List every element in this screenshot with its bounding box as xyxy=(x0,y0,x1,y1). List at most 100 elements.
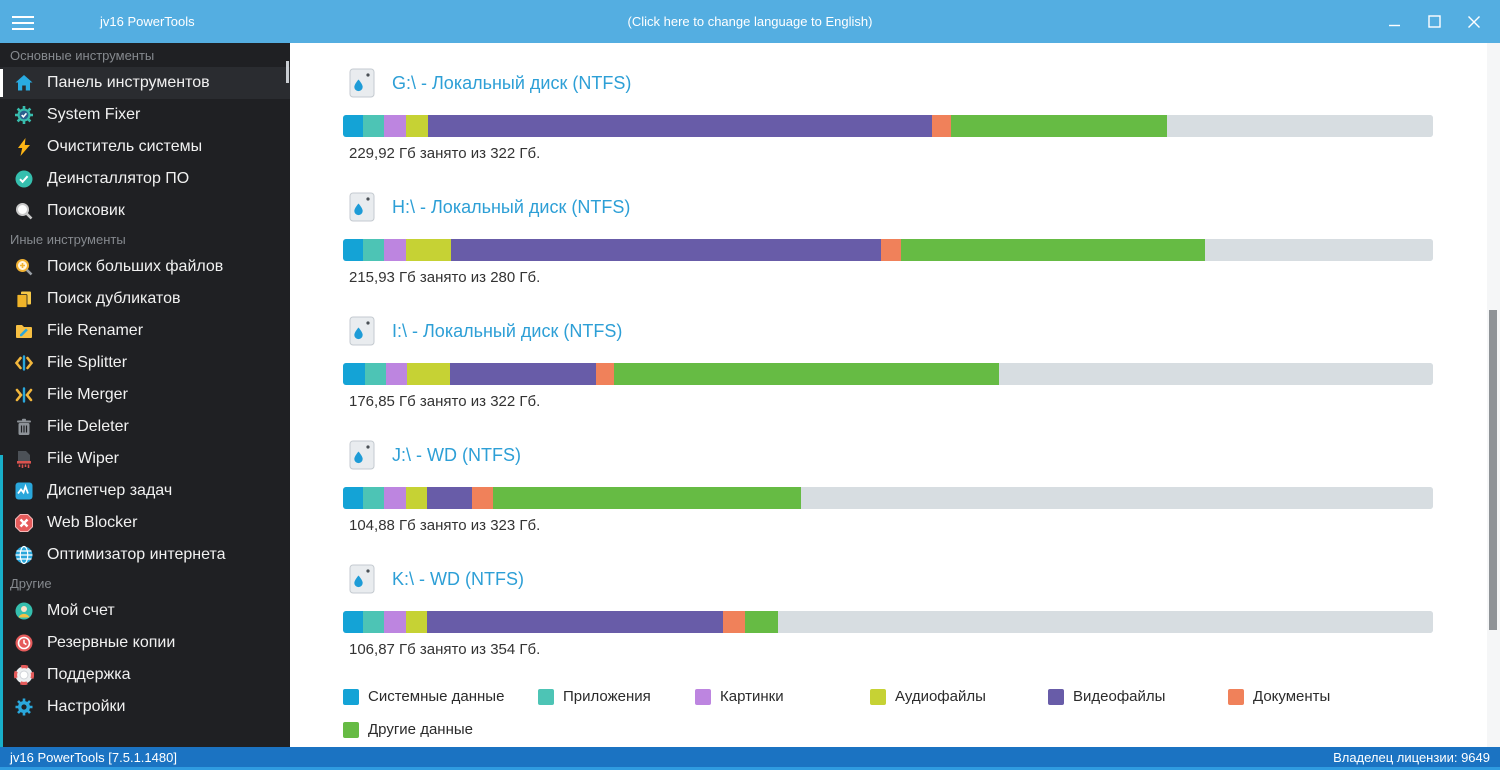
bar-segment xyxy=(745,611,778,633)
hard-disk-icon xyxy=(349,316,375,346)
bar-free-space xyxy=(1205,239,1433,261)
sidebar-section-main-tools: Основные инструменты xyxy=(10,48,155,63)
disk-title[interactable]: H:\ - Локальный диск (NTFS) xyxy=(392,196,631,217)
lightning-icon xyxy=(18,138,30,156)
sidebar-item-file-splitter[interactable]: File Splitter xyxy=(0,347,290,379)
bar-segment xyxy=(406,487,427,509)
disk-usage-caption: 215,93 Гб занято из 280 Гб. xyxy=(349,269,541,286)
sidebar: Основные инструменты Панель инструментов… xyxy=(0,43,290,747)
sidebar-item-file-merger[interactable]: File Merger xyxy=(0,379,290,411)
backup-clock-icon xyxy=(15,634,33,652)
bar-segment xyxy=(450,239,882,261)
status-license-owner: Владелец лицензии: 9649 xyxy=(1333,749,1490,765)
sidebar-item-finder[interactable]: Поисковик xyxy=(0,195,290,227)
minimize-icon xyxy=(1388,24,1400,27)
bar-segment xyxy=(406,611,427,633)
bar-segment xyxy=(384,487,407,509)
disk-block-g: G:\ - Локальный диск (NTFS) 229,92 Гб за… xyxy=(343,59,1433,162)
sidebar-item-file-wiper[interactable]: File Wiper xyxy=(0,443,290,475)
bar-free-space xyxy=(800,487,1433,509)
sidebar-item-my-account[interactable]: Мой счет xyxy=(0,595,290,627)
legend-swatch xyxy=(343,721,359,738)
bar-segment xyxy=(384,611,407,633)
sidebar-item-support[interactable]: Поддержка xyxy=(0,659,290,691)
change-language-link[interactable]: (Click here to change language to Englis… xyxy=(627,14,873,29)
bar-segment xyxy=(343,115,363,137)
sidebar-item-task-manager[interactable]: Диспетчер задач xyxy=(0,475,290,507)
legend-swatch xyxy=(1228,688,1244,705)
bar-segment xyxy=(385,363,408,385)
sidebar-item-label: File Renamer xyxy=(47,322,144,339)
disk-title[interactable]: J:\ - WD (NTFS) xyxy=(392,444,521,465)
sidebar-item-label: Очиститель системы xyxy=(47,138,203,155)
disk-usage-bar xyxy=(343,487,1433,509)
disk-block-h: H:\ - Локальный диск (NTFS) 215,93 Гб за… xyxy=(343,183,1433,286)
sidebar-item-find-duplicates[interactable]: Поиск дубликатов xyxy=(0,283,290,315)
sidebar-item-label: Оптимизатор интернета xyxy=(47,546,226,563)
legend-item: Аудиофайлы xyxy=(870,688,986,705)
sidebar-item-label: Деинсталлятор ПО xyxy=(47,170,190,187)
legend-label: Видеофайлы xyxy=(1073,688,1166,705)
sidebar-item-file-deleter[interactable]: File Deleter xyxy=(0,411,290,443)
sidebar-item-backups[interactable]: Резервные копии xyxy=(0,627,290,659)
minimize-button[interactable] xyxy=(1374,0,1414,43)
legend-swatch xyxy=(695,688,711,705)
close-icon xyxy=(1468,15,1480,28)
sidebar-item-label: File Merger xyxy=(47,386,128,403)
disk-usage-bar xyxy=(343,611,1433,633)
search-icon xyxy=(16,203,33,220)
sidebar-item-internet-optimizer[interactable]: Оптимизатор интернета xyxy=(0,539,290,571)
sidebar-item-settings[interactable]: Настройки xyxy=(0,691,290,723)
sidebar-item-label: Панель инструментов xyxy=(47,74,210,91)
legend-label: Системные данные xyxy=(368,688,505,705)
bar-segment xyxy=(723,611,746,633)
disk-title[interactable]: I:\ - Локальный диск (NTFS) xyxy=(392,320,623,341)
sidebar-item-web-blocker[interactable]: Web Blocker xyxy=(0,507,290,539)
sidebar-item-dashboard[interactable]: Панель инструментов xyxy=(0,67,290,99)
bar-free-space xyxy=(999,363,1433,385)
sidebar-item-system-fixer[interactable]: System Fixer xyxy=(0,99,290,131)
bar-segment xyxy=(931,115,952,137)
bar-segment xyxy=(343,487,363,509)
maximize-icon xyxy=(1427,15,1441,28)
shredder-icon xyxy=(17,451,31,468)
maximize-button[interactable] xyxy=(1414,0,1454,43)
selection-indicator xyxy=(0,69,3,97)
disk-usage-caption: 106,87 Гб занято из 354 Гб. xyxy=(349,641,541,658)
bar-free-space xyxy=(1167,115,1433,137)
main-content: G:\ - Локальный диск (NTFS) 229,92 Гб за… xyxy=(290,43,1500,747)
disk-block-j: J:\ - WD (NTFS) 104,88 Гб занято из 323 … xyxy=(343,431,1433,534)
home-icon xyxy=(15,75,33,91)
sidebar-item-label: Поддержка xyxy=(47,666,131,683)
legend-label: Приложения xyxy=(563,688,651,705)
hamburger-menu-icon[interactable] xyxy=(12,12,34,30)
disk-title[interactable]: K:\ - WD (NTFS) xyxy=(392,568,524,589)
sidebar-scrollbar-thumb[interactable] xyxy=(286,61,289,83)
sidebar-item-label: Резервные копии xyxy=(47,634,176,651)
legend-label: Аудиофайлы xyxy=(895,688,986,705)
disk-usage-bar xyxy=(343,115,1433,137)
sidebar-item-software-uninstaller[interactable]: Деинсталлятор ПО xyxy=(0,163,290,195)
sidebar-left-scrollbar[interactable] xyxy=(0,455,3,747)
close-button[interactable] xyxy=(1454,0,1494,43)
app-title: jv16 PowerTools xyxy=(100,14,195,29)
hard-disk-icon xyxy=(349,440,375,470)
search-plus-icon xyxy=(16,259,33,276)
bar-segment xyxy=(362,239,385,261)
legend-swatch xyxy=(870,688,886,705)
main-scrollbar-thumb[interactable] xyxy=(1489,310,1497,630)
bar-segment xyxy=(951,115,1167,137)
folder-rename-icon xyxy=(16,325,32,338)
bar-segment xyxy=(364,363,386,385)
bar-segment xyxy=(406,115,428,137)
bar-segment xyxy=(493,487,801,509)
disk-title[interactable]: G:\ - Локальный диск (NTFS) xyxy=(392,72,632,93)
bar-segment xyxy=(614,363,1000,385)
sidebar-item-file-renamer[interactable]: File Renamer xyxy=(0,315,290,347)
sidebar-section-other-tools: Иные инструменты xyxy=(10,232,126,247)
sidebar-item-find-large-files[interactable]: Поиск больших файлов xyxy=(0,251,290,283)
sidebar-item-system-cleaner[interactable]: Очиститель системы xyxy=(0,131,290,163)
bar-segment xyxy=(362,115,385,137)
disk-block-k: K:\ - WD (NTFS) 106,87 Гб занято из 354 … xyxy=(343,555,1433,658)
